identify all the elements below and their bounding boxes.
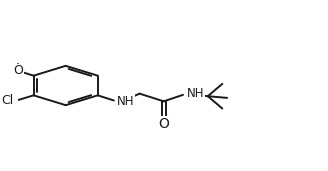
- Text: O: O: [13, 64, 23, 77]
- Text: NH: NH: [187, 87, 204, 101]
- Text: NH: NH: [117, 95, 135, 108]
- Text: O: O: [158, 117, 169, 131]
- Text: Cl: Cl: [2, 94, 14, 107]
